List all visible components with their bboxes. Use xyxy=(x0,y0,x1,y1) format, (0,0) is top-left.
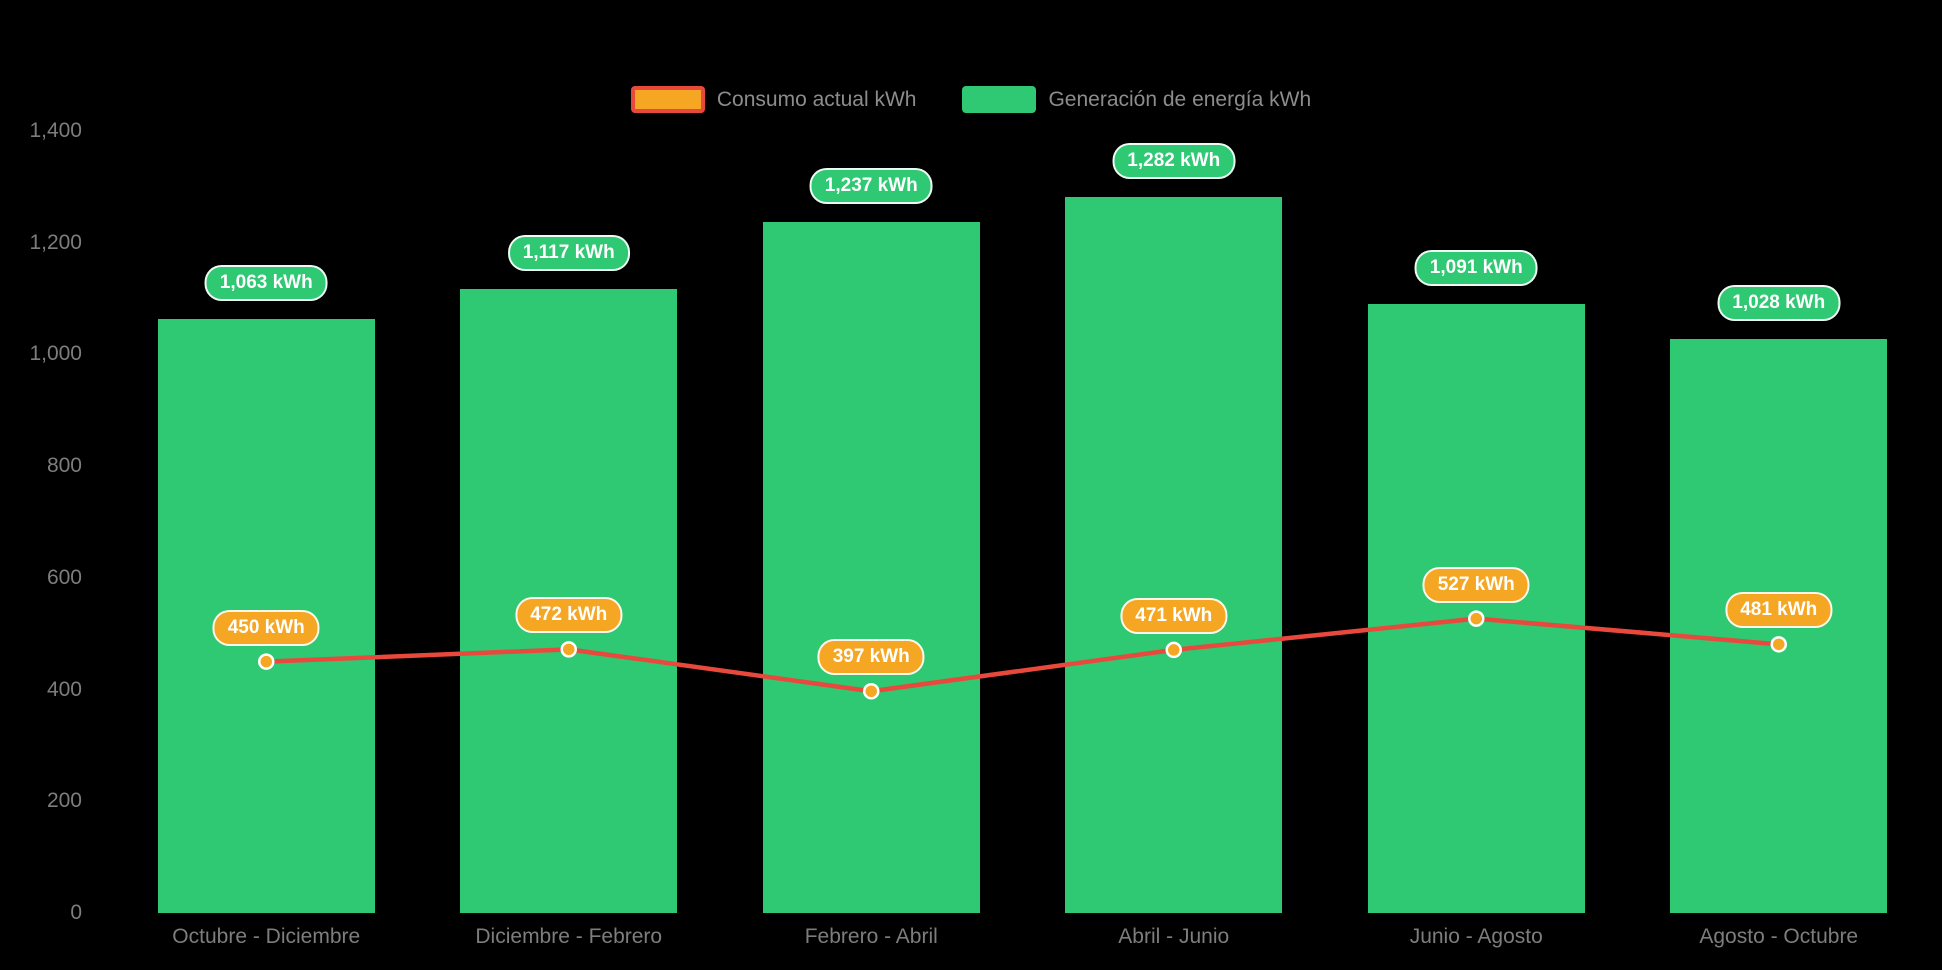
legend-label-consumo: Consumo actual kWh xyxy=(716,87,917,111)
line-value-badge: 472 kWh xyxy=(515,597,623,634)
consumo-line-layer xyxy=(258,610,1787,700)
x-axis-category-label: Diciembre - Febrero xyxy=(475,925,663,948)
x-axis-category-label: Abril - Junio xyxy=(1118,925,1230,948)
generacion-swatch-icon xyxy=(962,86,1037,113)
line-value-badge: 481 kWh xyxy=(1725,592,1833,629)
bar-generacion xyxy=(762,222,980,913)
line-value-badge: 450 kWh xyxy=(212,609,320,646)
y-axis-tick-label: 800 xyxy=(46,454,82,478)
bar-value-badge: 1,091 kWh xyxy=(1414,249,1538,286)
x-axis-category-label: Febrero - Abril xyxy=(804,925,938,948)
line-point-marker xyxy=(258,653,275,670)
y-axis: 0 200 400 600 800 1,000 1,200 1,400 xyxy=(0,119,88,924)
bar-generacion xyxy=(1065,196,1283,913)
y-axis-tick-label: 1,000 xyxy=(29,342,82,366)
bar-value-badge: 1,028 kWh xyxy=(1717,284,1841,321)
line-point-marker xyxy=(1165,641,1182,659)
x-axis-category-label: Octubre - Diciembre xyxy=(172,925,361,948)
bar-value-badge: 1,282 kWh xyxy=(1112,142,1236,179)
bar-value-badge: 1,063 kWh xyxy=(204,265,328,302)
y-axis-tick-label: 1,200 xyxy=(29,230,82,254)
legend-item-generacion[interactable]: Generación de energía kWh xyxy=(962,86,1311,113)
y-axis-tick-label: 400 xyxy=(46,677,82,701)
consumo-line xyxy=(264,616,1781,694)
x-axis-category-label: Junio - Agosto xyxy=(1409,925,1543,948)
bar-generacion xyxy=(1367,303,1585,913)
y-axis-tick-label: 0 xyxy=(70,901,82,924)
x-axis: Octubre - Diciembre Diciembre - Febrero Fe… xyxy=(115,925,1930,959)
bar-value-badge: 1,237 kWh xyxy=(809,168,933,205)
line-point-marker xyxy=(1770,636,1787,653)
line-point-marker xyxy=(863,682,880,700)
line-value-badge: 471 kWh xyxy=(1120,597,1228,634)
chart-legend: Consumo actual kWh Generación de energía… xyxy=(0,86,1942,113)
legend-item-consumo[interactable]: Consumo actual kWh xyxy=(630,86,917,113)
plot-area: 1,063 kWh 1,117 kWh 1,237 kWh 1,282 kWh 1,09… xyxy=(115,131,1930,913)
legend-label-generacion: Generación de energía kWh xyxy=(1048,87,1312,111)
bar-value-badge: 1,117 kWh xyxy=(507,235,630,272)
line-point-marker xyxy=(1468,610,1485,627)
line-value-badge: 397 kWh xyxy=(817,639,925,676)
y-axis-tick-label: 600 xyxy=(46,565,82,589)
line-point-marker xyxy=(560,641,577,658)
x-axis-category-label: Agosto - Octubre xyxy=(1699,925,1859,948)
consumo-swatch-icon xyxy=(630,86,705,113)
y-axis-tick-label: 1,400 xyxy=(29,119,82,142)
y-axis-tick-label: 200 xyxy=(46,789,82,813)
line-value-badge: 527 kWh xyxy=(1422,566,1530,603)
